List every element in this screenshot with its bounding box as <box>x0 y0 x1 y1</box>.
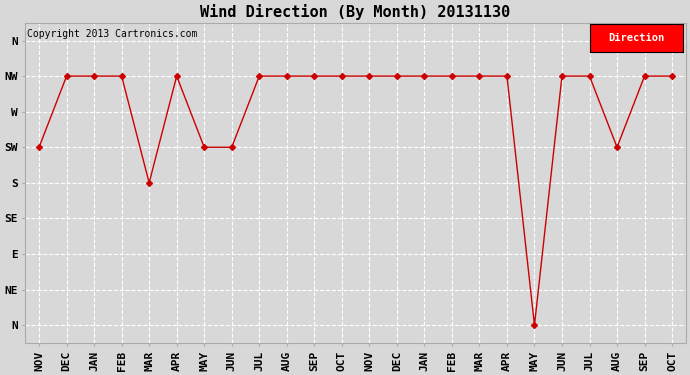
Text: Copyright 2013 Cartronics.com: Copyright 2013 Cartronics.com <box>27 29 197 39</box>
Title: Wind Direction (By Month) 20131130: Wind Direction (By Month) 20131130 <box>200 4 511 20</box>
